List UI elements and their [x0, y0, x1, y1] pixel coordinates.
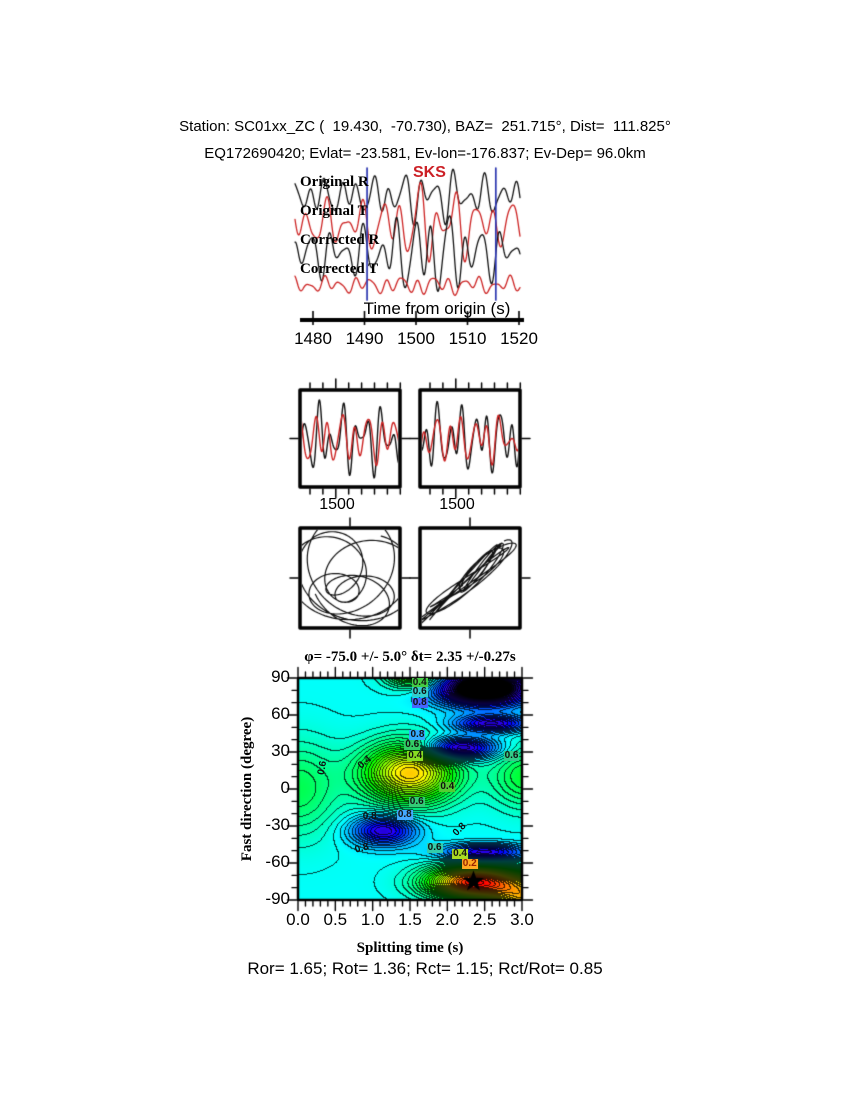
event-header-line: EQ172690420; Evlat= -23.581, Ev-lon=-176…: [204, 145, 646, 162]
contour-level-label: 0.6: [404, 738, 421, 750]
contour-level-label: 0.4: [452, 848, 468, 860]
contour-xtick-label: 3.0: [510, 910, 534, 929]
contour-level-label: 0.4: [411, 676, 428, 688]
contour-title: φ= -75.0 +/- 5.0° δt= 2.35 +/-0.27s: [304, 649, 516, 665]
contour-ytick-label: 30: [271, 741, 290, 760]
contour-xlabel: Splitting time (s): [356, 940, 464, 956]
contour-ytick-label: -30: [265, 815, 290, 834]
contour-ytick-label: 60: [271, 704, 290, 723]
trace-label: Original T: [300, 203, 368, 219]
trace-label: Original R: [300, 174, 369, 190]
contour-ytick-label: 0: [280, 778, 290, 797]
contour-level-label: 0.6: [426, 841, 443, 853]
phase-label-sks: SKS: [413, 164, 446, 181]
trace-label: Corrected T: [300, 261, 379, 277]
contour-level-label: 0.8: [409, 728, 426, 740]
contour-level-label: 0.6: [503, 749, 520, 761]
contour-xtick-label: 0.5: [323, 910, 348, 929]
contour-level-label: 0.8: [362, 811, 377, 823]
contour-level-label: 0.2: [461, 858, 478, 870]
contour-xtick-label: 1.5: [398, 910, 422, 929]
time-tick-label: 1510: [448, 329, 487, 348]
contour-level-label: 0.8: [396, 808, 413, 820]
contour-xtick-label: 2.5: [472, 910, 497, 929]
contour-level-label: 0.6: [411, 685, 428, 697]
window-tick-label: 1500: [439, 496, 475, 513]
time-axis-title: Time from origin (s): [363, 299, 511, 318]
contour-level-label: 0.4: [407, 749, 424, 761]
contour-level-label: 0.6: [408, 795, 425, 807]
time-tick-label: 1500: [397, 329, 435, 348]
time-tick-label: 1480: [294, 329, 332, 348]
contour-ytick-label: -60: [265, 852, 290, 871]
contour-xtick-label: 2.0: [435, 910, 460, 929]
contour-level-label: 0.8: [411, 696, 428, 708]
contour-ytick-label: 90: [271, 667, 290, 686]
station-header-line: Station: SC01xx_ZC ( 19.430, -70.730), B…: [179, 118, 671, 135]
contour-xtick-label: 1.0: [360, 910, 385, 929]
window-tick-label: 1500: [319, 496, 355, 513]
time-tick-label: 1520: [500, 329, 538, 348]
contour-ytick-label: -90: [265, 889, 290, 908]
contour-xtick-label: 0.0: [286, 910, 310, 929]
quality-footer: Ror= 1.65; Rot= 1.36; Rct= 1.15; Rct/Rot…: [247, 959, 603, 978]
time-tick-label: 1490: [345, 329, 384, 348]
contour-level-label: 0.4: [439, 781, 456, 793]
trace-label: Corrected R: [300, 232, 380, 248]
